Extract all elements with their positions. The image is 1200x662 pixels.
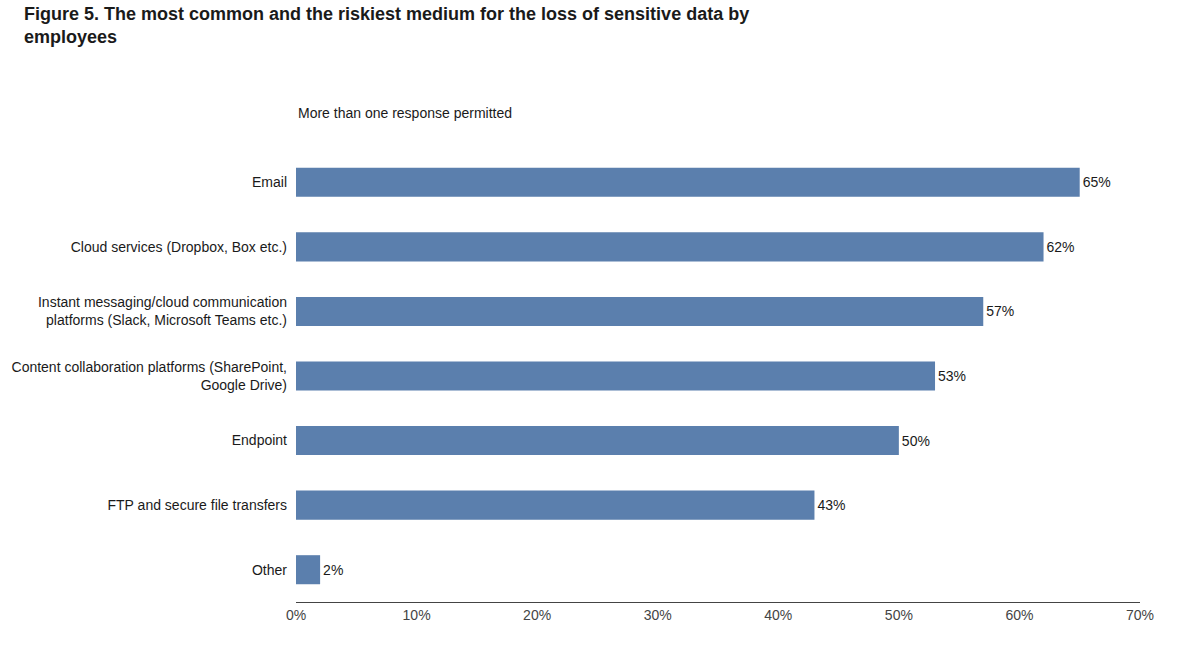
svg-text:Email: Email xyxy=(252,174,287,190)
svg-text:FTP and secure file transfers: FTP and secure file transfers xyxy=(108,497,287,513)
svg-text:57%: 57% xyxy=(986,303,1014,319)
svg-text:0%: 0% xyxy=(286,607,306,623)
svg-text:10%: 10% xyxy=(403,607,431,623)
svg-text:50%: 50% xyxy=(885,607,913,623)
svg-text:30%: 30% xyxy=(644,607,672,623)
svg-text:Figure 5. The most common and: Figure 5. The most common and the riskie… xyxy=(24,4,749,47)
svg-text:20%: 20% xyxy=(523,607,551,623)
svg-text:70%: 70% xyxy=(1126,607,1154,623)
svg-text:More than one response permitt: More than one response permitted xyxy=(298,105,512,121)
svg-text:40%: 40% xyxy=(764,607,792,623)
svg-text:53%: 53% xyxy=(938,368,966,384)
svg-text:Content collaboration platform: Content collaboration platforms (SharePo… xyxy=(12,359,287,393)
svg-text:Instant messaging/cloud commun: Instant messaging/cloud communicationpla… xyxy=(38,294,287,328)
svg-text:62%: 62% xyxy=(1047,239,1075,255)
svg-text:50%: 50% xyxy=(902,433,930,449)
svg-text:43%: 43% xyxy=(817,497,845,513)
svg-text:Endpoint: Endpoint xyxy=(232,432,287,448)
svg-text:65%: 65% xyxy=(1083,174,1111,190)
svg-text:60%: 60% xyxy=(1005,607,1033,623)
svg-text:Cloud services (Dropbox, Box e: Cloud services (Dropbox, Box etc.) xyxy=(71,239,287,255)
svg-text:Other: Other xyxy=(252,562,287,578)
svg-text:2%: 2% xyxy=(323,562,343,578)
